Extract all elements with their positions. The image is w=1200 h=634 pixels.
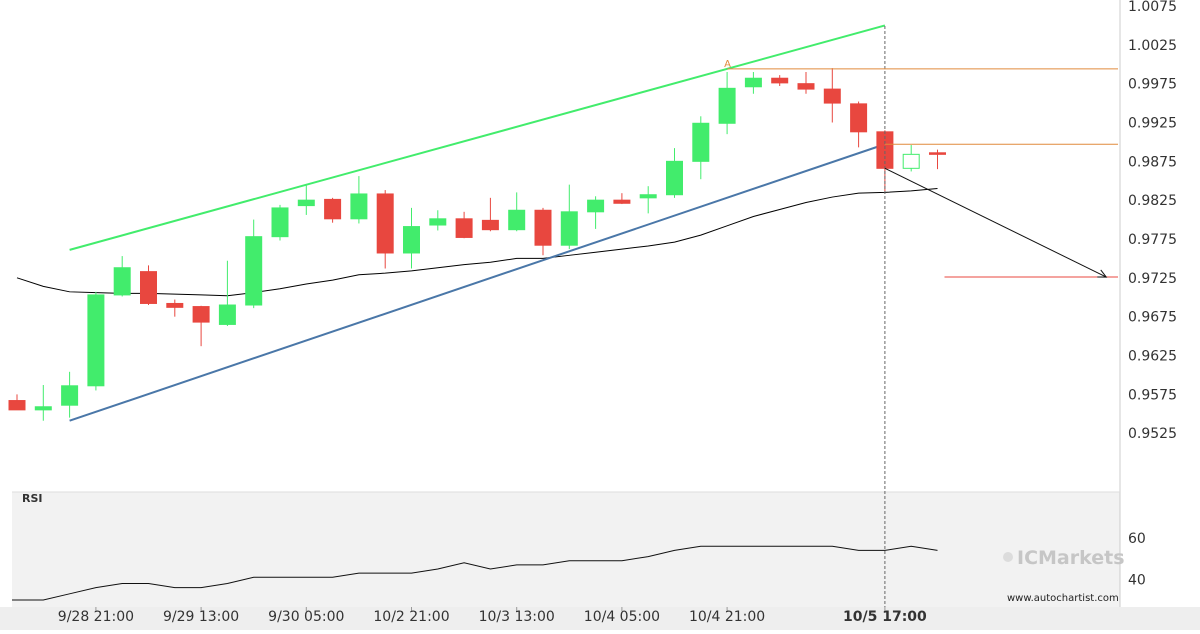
candle-down <box>455 218 473 238</box>
candle-up <box>87 294 105 387</box>
x-tick-label: 9/30 05:00 <box>268 609 344 625</box>
source-url: www.autochartist.com <box>1007 593 1119 604</box>
rsi-tick-label: 40 <box>1128 572 1146 588</box>
candle-down <box>8 400 26 411</box>
candle-up <box>666 160 683 196</box>
candle-down <box>850 103 868 133</box>
support-trend-line <box>69 143 886 422</box>
candle-down <box>823 88 841 104</box>
candle-down <box>771 77 789 84</box>
candle-down <box>166 302 184 308</box>
y-axis-group: 1.0075 1.0025 0.9975 0.9925 0.9875 0.9825 0.97… <box>1128 0 1177 588</box>
rsi-line <box>12 545 938 601</box>
brand-name: ICMarkets <box>1017 547 1125 569</box>
candle-down <box>534 209 552 246</box>
candle-up <box>429 218 447 226</box>
forecast-arrow-line <box>884 167 1107 278</box>
y-tick-label: 0.9675 <box>1128 310 1177 326</box>
candle-up <box>587 199 605 213</box>
y-tick-label: 0.9725 <box>1128 271 1177 287</box>
rsi-panel-background <box>12 492 1120 607</box>
x-tick-label: 10/5 17:00 <box>843 609 927 625</box>
x-tick-label: 10/3 13:00 <box>479 609 555 625</box>
candle-up <box>34 406 52 411</box>
y-tick-label: 0.9825 <box>1128 193 1177 209</box>
rsi-group <box>12 545 938 601</box>
x-tick-label: 10/2 21:00 <box>373 609 449 625</box>
forecast-arrow-head <box>1097 269 1108 278</box>
rsi-tick-label: 60 <box>1128 531 1146 547</box>
candle-up <box>639 194 657 199</box>
candle-up <box>560 211 578 246</box>
candle-up <box>245 236 263 306</box>
moving-average-line <box>16 188 938 297</box>
forecast-overlay-group: A <box>724 26 1118 607</box>
y-tick-label: 0.9575 <box>1128 387 1177 403</box>
candle-up <box>271 207 289 238</box>
y-tick-label: 0.9925 <box>1128 116 1177 132</box>
y-tick-label: 0.9775 <box>1128 232 1177 248</box>
candle-down <box>481 219 499 231</box>
candle-down <box>797 83 815 90</box>
x-tick-label: 9/28 21:00 <box>58 609 134 625</box>
y-tick-label: 0.9525 <box>1128 426 1177 442</box>
moving-average-group <box>16 188 938 297</box>
y-tick-label: 1.0075 <box>1128 0 1177 15</box>
rsi-title: RSI <box>22 492 43 505</box>
candle-up <box>218 304 236 325</box>
resistance-trend-line <box>69 24 886 251</box>
candle-down <box>140 271 157 304</box>
x-tick-label: 10/4 21:00 <box>689 609 765 625</box>
brand-logo-icon <box>1003 552 1013 562</box>
candle-up <box>403 226 420 254</box>
candle-down <box>613 199 631 204</box>
candle-up <box>350 193 368 220</box>
candle-down <box>192 306 210 323</box>
candle-up <box>508 209 526 231</box>
trend-lines-group <box>69 24 886 422</box>
candle-up <box>61 385 79 406</box>
candle-up <box>902 153 920 169</box>
candle-down <box>324 198 342 220</box>
x-axis-band <box>0 607 1200 630</box>
candle-up <box>718 87 736 124</box>
candles-group <box>8 68 946 421</box>
y-tick-label: 0.9875 <box>1128 154 1177 170</box>
candle-down <box>376 193 394 254</box>
brand-watermark: ICMarkets <box>1003 547 1125 569</box>
x-tick-label: 10/4 05:00 <box>584 609 660 625</box>
level-marker-label: A <box>724 59 731 70</box>
candle-up <box>692 122 710 162</box>
candle-down <box>929 152 946 155</box>
y-tick-label: 0.9975 <box>1128 77 1177 93</box>
candle-up <box>113 267 131 296</box>
candle-up <box>744 77 762 88</box>
y-tick-label: 1.0025 <box>1128 38 1177 54</box>
y-tick-label: 0.9625 <box>1128 349 1177 365</box>
x-tick-label: 9/29 13:00 <box>163 609 239 625</box>
candle-up <box>297 199 315 207</box>
x-axis-group: 9/28 21:00 9/29 13:00 9/30 05:00 10/2 21:00… <box>58 607 927 625</box>
